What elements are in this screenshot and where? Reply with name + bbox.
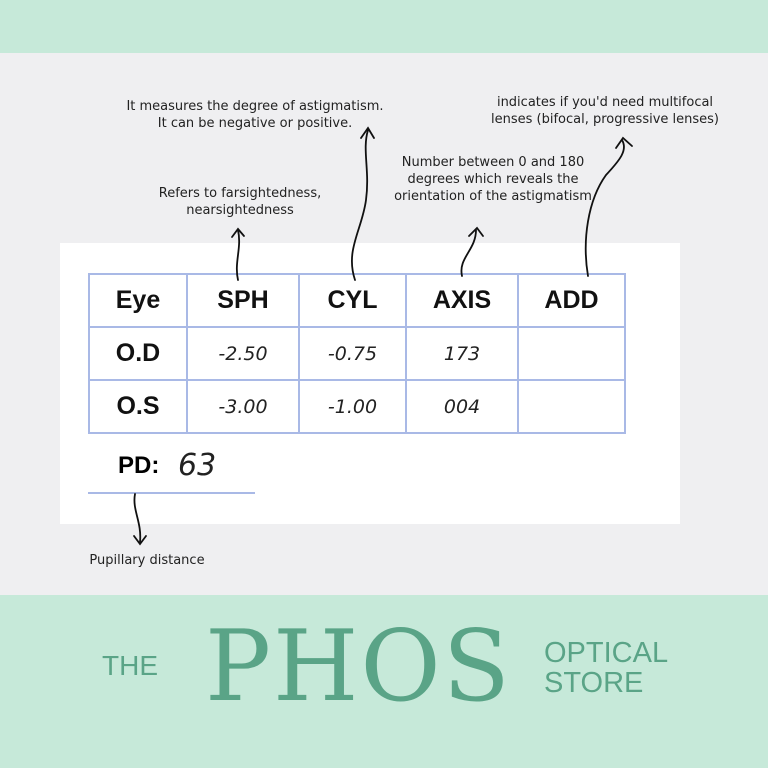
sph-arrow-icon xyxy=(231,227,245,281)
prescription-table: Eye SPH CYL AXIS ADD O.D -2.50 -0.75 173… xyxy=(88,273,626,434)
cyl-arrow-icon xyxy=(351,126,375,281)
brand-the: THE xyxy=(102,650,158,681)
axis-note: Number between 0 and 180 degrees which re… xyxy=(394,155,592,204)
pd-value: 63 xyxy=(178,448,217,483)
header-cyl: CYL xyxy=(298,273,407,328)
add-cell xyxy=(517,326,626,381)
sph-cell: -3.00 xyxy=(186,379,300,434)
add-cell xyxy=(517,379,626,434)
cyl-note: It measures the degree of astigmatism. It… xyxy=(126,99,384,131)
cyl-cell: -1.00 xyxy=(298,379,407,434)
sph-cell: -2.50 xyxy=(186,326,300,381)
pd-arrow-icon xyxy=(133,493,147,546)
header-sph: SPH xyxy=(186,273,300,328)
axis-cell: 173 xyxy=(405,326,519,381)
eye-cell: O.S xyxy=(88,379,188,434)
pd-label: PD: xyxy=(118,452,160,479)
add-arrow-icon xyxy=(584,136,633,277)
top-band xyxy=(0,0,768,53)
axis-arrow-icon xyxy=(460,226,484,277)
brand-tagline: OPTICAL STORE xyxy=(544,637,669,699)
table-row: O.S -3.00 -1.00 004 xyxy=(88,379,626,434)
eye-cell: O.D xyxy=(88,326,188,381)
axis-cell: 004 xyxy=(405,379,519,434)
header-eye: Eye xyxy=(88,273,188,328)
header-add: ADD xyxy=(517,273,626,328)
sph-note: Refers to farsightedness, nearsightedness xyxy=(158,186,322,218)
add-note: indicates if you'd need multifocal lenses… xyxy=(490,95,719,127)
bottom-band xyxy=(0,595,768,768)
table-row: O.D -2.50 -0.75 173 xyxy=(88,326,626,381)
cyl-cell: -0.75 xyxy=(298,326,407,381)
pd-note: Pupillary distance xyxy=(89,553,205,568)
brand-logo: PHOS xyxy=(205,610,512,724)
pd-underline xyxy=(88,492,255,494)
